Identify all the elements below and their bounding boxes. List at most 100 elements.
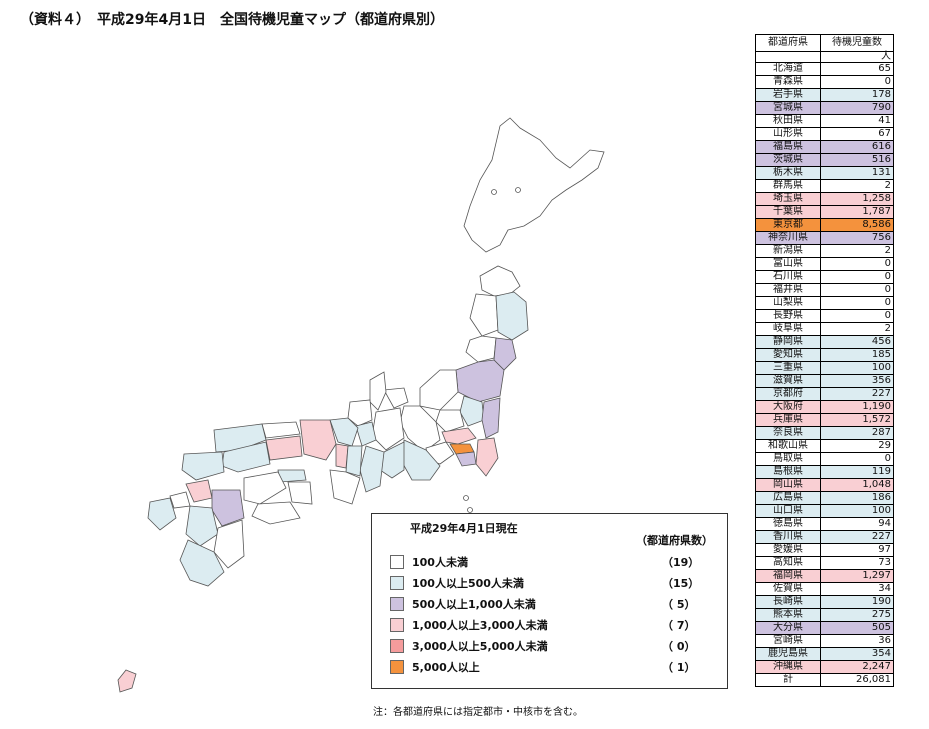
waiting-count-cell: 2 [820,179,894,193]
waiting-count-cell: 0 [820,270,894,284]
prefecture-region [265,435,303,461]
legend-item: 100人以上500人未満 （15） [390,575,710,591]
prefecture-name-cell: 東京都 [755,218,821,232]
legend-label: 100人未満 [412,556,468,569]
legend-item: 1,000人以上3,000人未満 （ 7） [390,617,710,633]
waiting-count-cell: 1,258 [820,192,894,206]
table-row: 沖縄県 2,247 [755,660,894,674]
legend-label: 500人以上1,000人未満 [412,598,536,611]
legend-count-header: （都道府県数） [636,534,713,547]
table-row: 茨城県 516 [755,153,894,167]
prefecture-region [287,481,313,505]
table-row: 宮城県 790 [755,101,894,115]
prefecture-region [345,445,363,477]
waiting-count-cell: 1,190 [820,400,894,414]
table-row: 群馬県 2 [755,179,894,193]
prefecture-name-cell: 鳥取県 [755,452,821,466]
legend-count: （ 7） [662,619,696,632]
prefecture-region [169,491,191,509]
table-total-row: 計 26,081 [755,673,894,687]
table-row: 鹿児島県 354 [755,647,894,661]
waiting-count-cell: 1,572 [820,413,894,427]
prefecture-name-cell: 群馬県 [755,179,821,193]
waiting-count-cell: 8,586 [820,218,894,232]
prefecture-region [329,417,359,447]
prefecture-region [185,505,219,547]
prefecture-name-cell: 高知県 [755,556,821,570]
prefecture-name-cell: 兵庫県 [755,413,821,427]
prefecture-region [441,427,477,445]
prefecture-name-cell: 大阪府 [755,400,821,414]
prefecture-region [493,337,517,371]
waiting-count-cell: 1,297 [820,569,894,583]
prefecture-name-cell: 栃木県 [755,166,821,180]
prefecture-region [243,471,287,505]
prefecture-region [481,397,501,439]
prefecture-name-cell: 山梨県 [755,296,821,310]
prefecture-region [359,445,385,493]
table-row: 神奈川県 756 [755,231,894,245]
table-row: 長崎県 190 [755,595,894,609]
table-row: 福井県 0 [755,283,894,297]
waiting-count-cell: 354 [820,647,894,661]
table-row: 愛媛県 97 [755,543,894,557]
table-row: 青森県 0 [755,75,894,89]
prefecture-name-cell: 愛知県 [755,348,821,362]
prefecture-name-cell: 埼玉県 [755,192,821,206]
legend-item: 100人未満 （19） [390,554,710,570]
waiting-count-cell: 0 [820,257,894,271]
prefecture-name-cell: 岡山県 [755,478,821,492]
unit-blank-cell [755,51,821,63]
prefecture-name-cell: 佐賀県 [755,582,821,596]
prefecture-name-cell: 沖縄県 [755,660,821,674]
waiting-count-cell: 100 [820,361,894,375]
table-unit-row: 人 [755,51,894,63]
prefecture-name-cell: 愛媛県 [755,543,821,557]
prefecture-name-cell: 富山県 [755,257,821,271]
table-row: 大分県 505 [755,621,894,635]
waiting-count-cell: 2 [820,322,894,336]
prefecture-name-cell: 大分県 [755,621,821,635]
waiting-count-cell: 73 [820,556,894,570]
island-mark [467,507,473,513]
prefecture-name-cell: 山口県 [755,504,821,518]
prefecture-table: 都道府県 待機児童数 人 北海道 65 青森県 0 岩手県 178 宮城県 790 秋田県 41 山… [755,34,894,687]
waiting-count-cell: 516 [820,153,894,167]
legend-label: 100人以上500人未満 [412,577,524,590]
table-row: 栃木県 131 [755,166,894,180]
legend-count: （ 1） [662,661,696,674]
waiting-count-cell: 119 [820,465,894,479]
legend-swatch [390,555,404,569]
prefecture-region [147,497,177,531]
prefecture-region [355,421,377,447]
table-row: 島根県 119 [755,465,894,479]
prefecture-name-cell: 青森県 [755,75,821,89]
legend-swatch [390,576,404,590]
prefecture-region [475,437,499,477]
prefecture-region [459,395,485,427]
prefecture-region [179,539,225,587]
table-row: 徳島県 94 [755,517,894,531]
table-row: 宮崎県 36 [755,634,894,648]
waiting-count-cell: 456 [820,335,894,349]
prefecture-name-cell: 滋賀県 [755,374,821,388]
waiting-count-cell: 0 [820,296,894,310]
page-title: （資料４） 平成29年4月1日 全国待機児童マップ（都道府県別） [20,12,444,28]
prefecture-region [465,335,497,363]
legend-label: 5,000人以上 [412,661,480,674]
prefecture-region [185,479,213,503]
waiting-count-cell: 186 [820,491,894,505]
table-row: 佐賀県 34 [755,582,894,596]
prefecture-name-cell: 長崎県 [755,595,821,609]
prefecture-name-cell: 福井県 [755,283,821,297]
table-row: 岩手県 178 [755,88,894,102]
waiting-count-cell: 41 [820,114,894,128]
table-row: 愛知県 185 [755,348,894,362]
prefecture-name-cell: 秋田県 [755,114,821,128]
total-value-cell: 26,081 [820,673,894,687]
table-row: 山梨県 0 [755,296,894,310]
waiting-count-cell: 287 [820,426,894,440]
island-mark [491,189,497,195]
prefecture-region [495,291,529,341]
table-row: 高知県 73 [755,556,894,570]
